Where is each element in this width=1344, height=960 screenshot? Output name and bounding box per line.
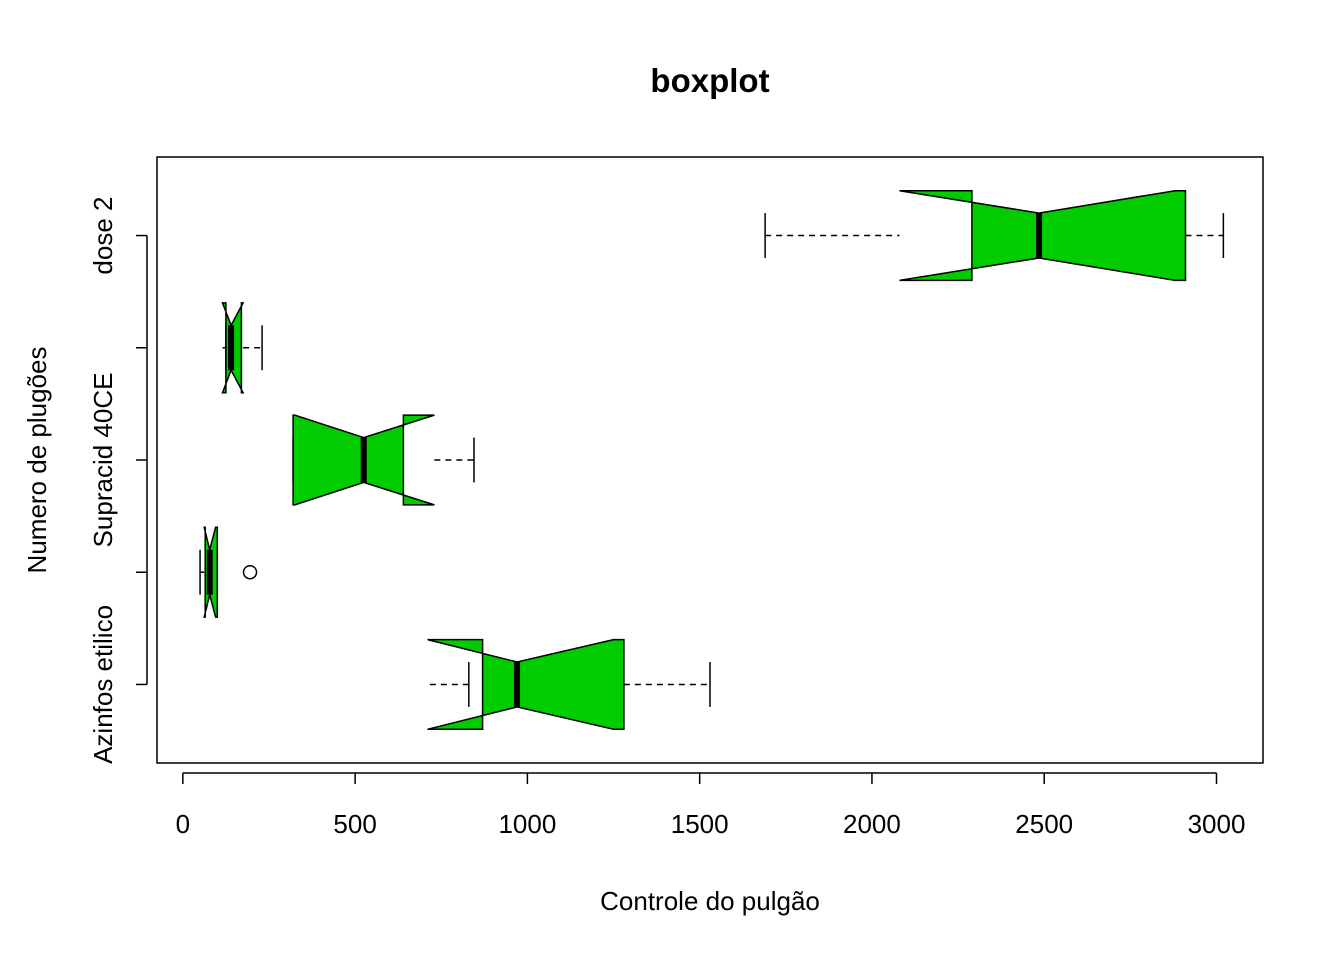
box-group bbox=[764, 189, 1225, 282]
box-group bbox=[427, 638, 711, 731]
x-tick-label: 1000 bbox=[498, 809, 556, 839]
x-tick-label: 0 bbox=[176, 809, 190, 839]
box-group bbox=[199, 526, 258, 618]
x-axis-label: Controle do pulgão bbox=[600, 886, 820, 916]
y-axis-label: Numero de plugões bbox=[22, 347, 52, 574]
x-tick-label: 3000 bbox=[1188, 809, 1246, 839]
x-axis: 0 500 1000 1500 2000 2500 3000 bbox=[176, 772, 1246, 839]
y-category-label: Supracid 40CE bbox=[88, 373, 118, 548]
x-tick-label: 1500 bbox=[671, 809, 729, 839]
box-group bbox=[221, 302, 263, 394]
x-tick-label: 2500 bbox=[1015, 809, 1073, 839]
chart-title: boxplot bbox=[650, 62, 769, 99]
box-body bbox=[427, 638, 625, 731]
plot-frame bbox=[156, 156, 1264, 764]
y-category-label: dose 2 bbox=[88, 197, 118, 275]
box-group bbox=[292, 414, 475, 506]
box-body bbox=[899, 189, 1187, 282]
outlier-point bbox=[242, 564, 258, 580]
y-axis: Azinfos etilico Supracid 40CE dose 2 bbox=[88, 197, 148, 764]
boxes bbox=[199, 189, 1225, 731]
y-category-label: Azinfos etilico bbox=[88, 605, 118, 764]
x-tick-label: 500 bbox=[333, 809, 376, 839]
x-tick-label: 2000 bbox=[843, 809, 901, 839]
